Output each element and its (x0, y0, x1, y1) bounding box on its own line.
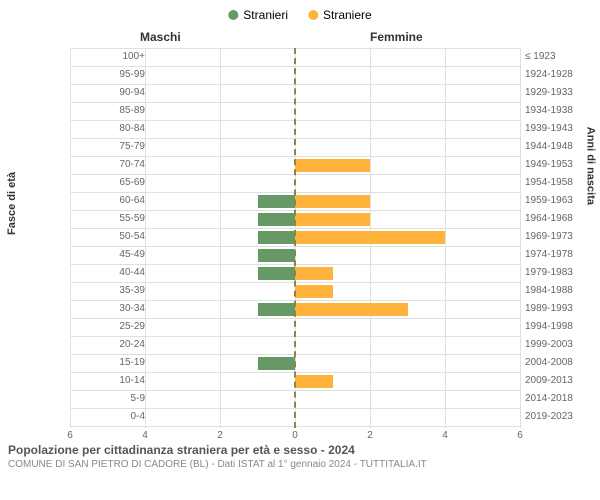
age-label: 0-4 (85, 411, 145, 422)
legend-swatch-stranieri (228, 10, 238, 20)
bar-femmine (295, 375, 333, 388)
x-tick-label: 0 (285, 430, 305, 441)
bar-femmine (295, 159, 370, 172)
footer-title: Popolazione per cittadinanza straniera p… (8, 443, 592, 457)
age-label: 85-89 (85, 105, 145, 116)
birth-year-label: 1934-1938 (525, 105, 595, 116)
age-label: 65-69 (85, 177, 145, 188)
age-label: 55-59 (85, 213, 145, 224)
age-label: 30-34 (85, 303, 145, 314)
population-pyramid-chart: Stranieri Straniere Maschi Femmine Fasce… (0, 0, 600, 500)
y-axis-left-title: Fasce di età (6, 172, 18, 235)
age-label: 90-94 (85, 87, 145, 98)
age-label: 50-54 (85, 231, 145, 242)
center-line (294, 48, 296, 428)
x-tick-label: 6 (510, 430, 530, 441)
birth-year-label: 1984-1988 (525, 285, 595, 296)
age-label: 100+ (85, 51, 145, 62)
bar-femmine (295, 213, 370, 226)
legend-label-stranieri: Stranieri (243, 8, 288, 22)
age-label: 80-84 (85, 123, 145, 134)
x-tick-label: 6 (60, 430, 80, 441)
birth-year-label: 1949-1953 (525, 159, 595, 170)
bar-maschi (258, 213, 296, 226)
birth-year-label: 1974-1978 (525, 249, 595, 260)
bar-maschi (258, 303, 296, 316)
header-femmine: Femmine (370, 30, 423, 44)
legend-item-straniere: Straniere (308, 8, 372, 22)
age-label: 60-64 (85, 195, 145, 206)
age-label: 70-74 (85, 159, 145, 170)
bar-femmine (295, 303, 408, 316)
x-tick-label: 4 (135, 430, 155, 441)
x-tick-label: 4 (435, 430, 455, 441)
age-label: 35-39 (85, 285, 145, 296)
birth-year-label: 1979-1983 (525, 267, 595, 278)
birth-year-label: 2009-2013 (525, 375, 595, 386)
age-label: 10-14 (85, 375, 145, 386)
bar-femmine (295, 195, 370, 208)
birth-year-label: 2019-2023 (525, 411, 595, 422)
birth-year-label: ≤ 1923 (525, 51, 595, 62)
birth-year-label: 1944-1948 (525, 141, 595, 152)
age-label: 5-9 (85, 393, 145, 404)
chart-footer: Popolazione per cittadinanza straniera p… (8, 443, 592, 470)
legend-swatch-straniere (308, 10, 318, 20)
age-label: 20-24 (85, 339, 145, 350)
birth-year-label: 1964-1968 (525, 213, 595, 224)
gridline-v (70, 48, 71, 428)
gridline-v (220, 48, 221, 428)
birth-year-label: 1999-2003 (525, 339, 595, 350)
x-tick-label: 2 (360, 430, 380, 441)
birth-year-label: 1969-1973 (525, 231, 595, 242)
birth-year-label: 2014-2018 (525, 393, 595, 404)
bar-femmine (295, 231, 445, 244)
legend: Stranieri Straniere (228, 8, 371, 22)
bar-maschi (258, 249, 296, 262)
legend-item-stranieri: Stranieri (228, 8, 288, 22)
bar-maschi (258, 231, 296, 244)
bar-femmine (295, 267, 333, 280)
birth-year-label: 1989-1993 (525, 303, 595, 314)
birth-year-label: 1929-1933 (525, 87, 595, 98)
birth-year-label: 1924-1928 (525, 69, 595, 80)
age-label: 95-99 (85, 69, 145, 80)
birth-year-label: 1954-1958 (525, 177, 595, 188)
gridline-v (520, 48, 521, 428)
footer-subtitle: COMUNE DI SAN PIETRO DI CADORE (BL) - Da… (8, 459, 592, 470)
bar-maschi (258, 195, 296, 208)
birth-year-label: 1994-1998 (525, 321, 595, 332)
x-tick-label: 2 (210, 430, 230, 441)
bar-maschi (258, 267, 296, 280)
bar-maschi (258, 357, 296, 370)
age-label: 45-49 (85, 249, 145, 260)
birth-year-label: 1939-1943 (525, 123, 595, 134)
birth-year-label: 1959-1963 (525, 195, 595, 206)
legend-label-straniere: Straniere (323, 8, 372, 22)
header-maschi: Maschi (140, 30, 181, 44)
age-label: 25-29 (85, 321, 145, 332)
bar-femmine (295, 285, 333, 298)
birth-year-label: 2004-2008 (525, 357, 595, 368)
age-label: 75-79 (85, 141, 145, 152)
age-label: 15-19 (85, 357, 145, 368)
age-label: 40-44 (85, 267, 145, 278)
